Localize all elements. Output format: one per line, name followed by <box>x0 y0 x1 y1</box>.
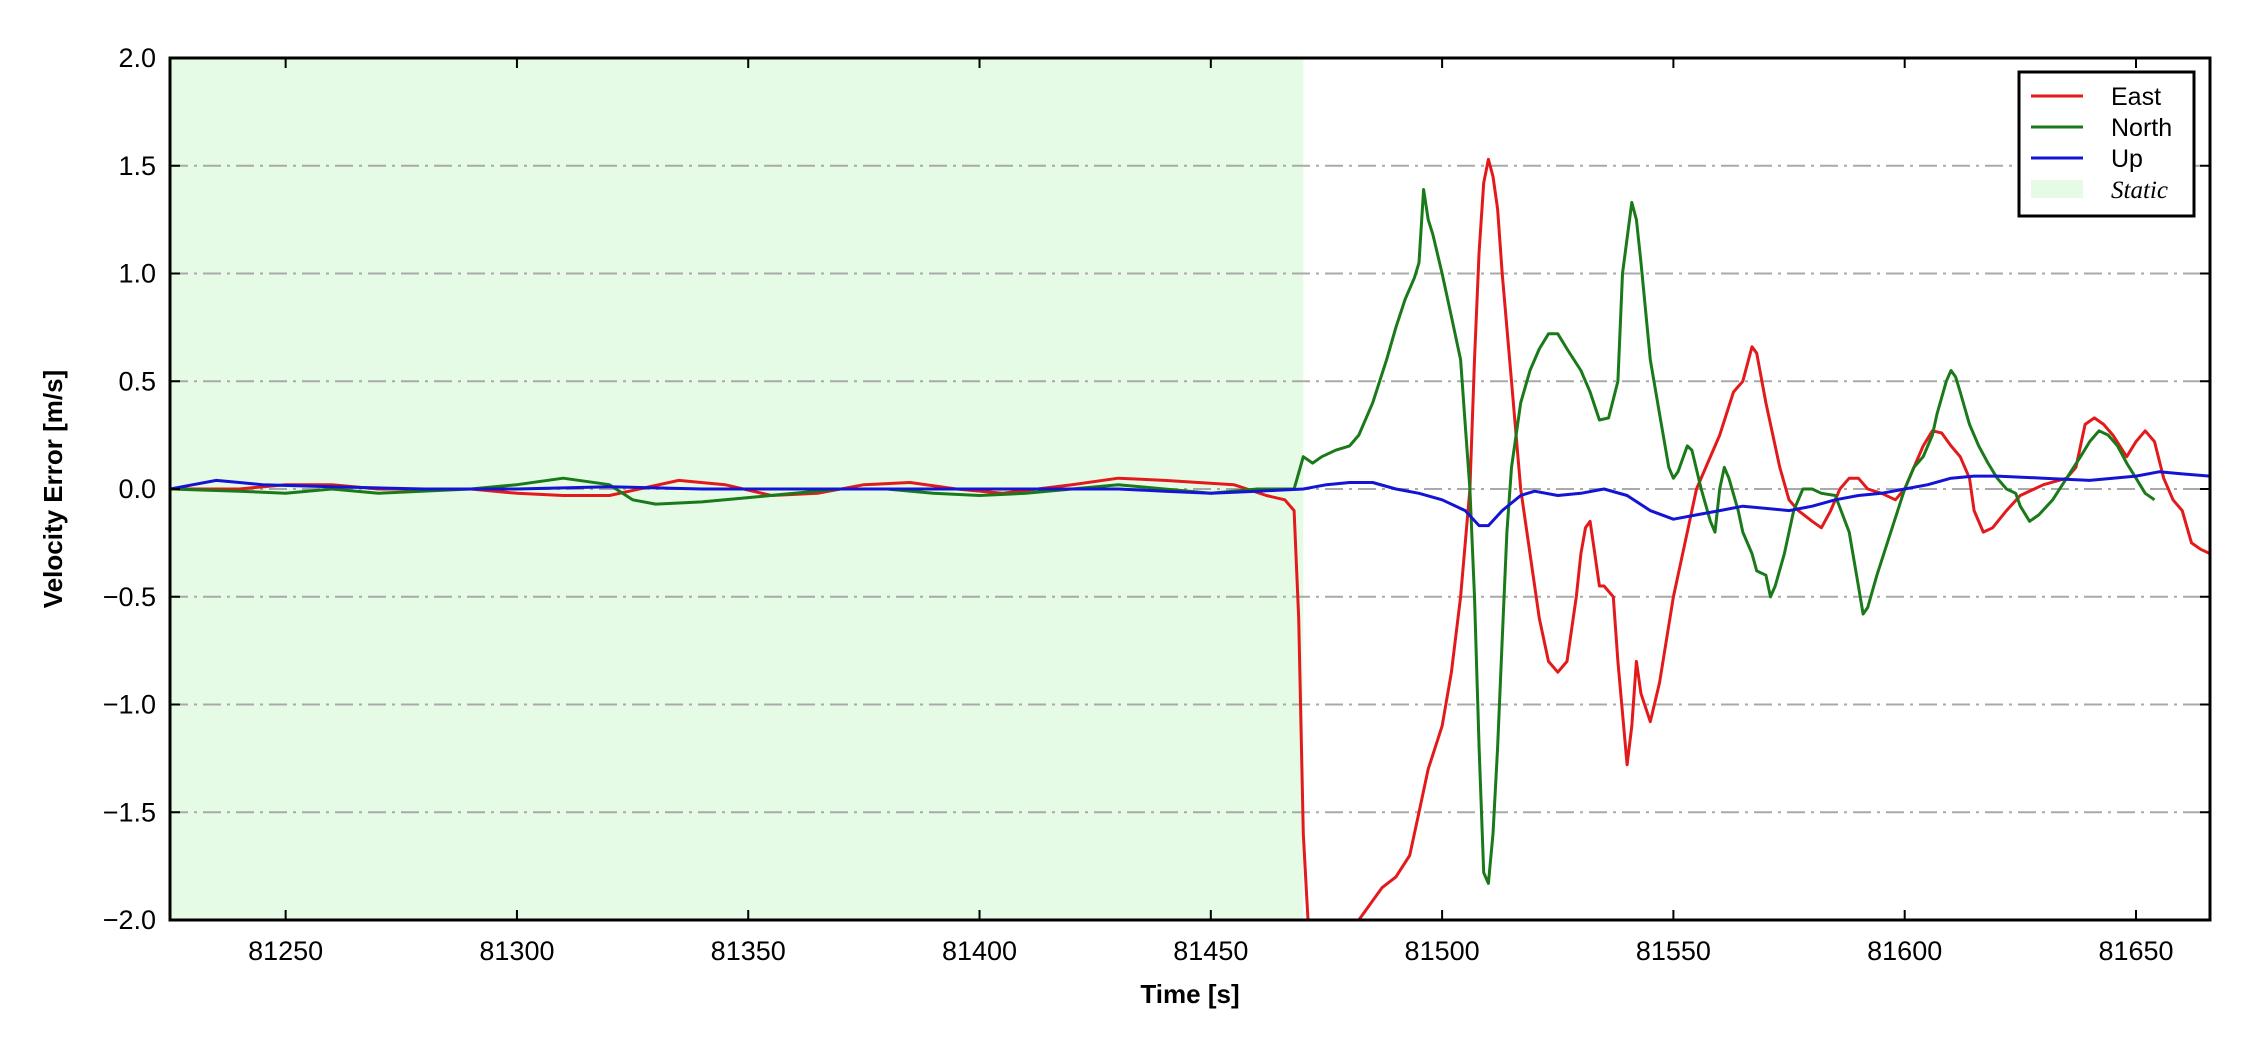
x-tick-label-4: 81450 <box>1173 936 1248 966</box>
y-tick-label-1: −1.5 <box>103 797 156 827</box>
legend-label-north: North <box>2111 114 2172 142</box>
y-axis-title: Velocity Error [m/s] <box>38 370 68 608</box>
legend-label-east: East <box>2111 83 2161 111</box>
x-tick-label-8: 81650 <box>2098 936 2173 966</box>
legend: East North Up Static <box>2017 70 2196 218</box>
x-tick-label-6: 81550 <box>1636 936 1711 966</box>
y-tick-label-5: 0.5 <box>118 366 156 396</box>
series-line-up <box>170 470 2210 528</box>
x-axis-title: Time [s] <box>1140 979 1239 1009</box>
y-tick-label-3: −0.5 <box>103 582 156 612</box>
x-tick-label-5: 81500 <box>1405 936 1480 966</box>
y-tick-label-7: 1.5 <box>118 151 156 181</box>
y-tick-label-4: 0.0 <box>118 474 156 504</box>
legend-swatch-static <box>2031 180 2083 198</box>
series-line-east <box>170 157 2210 920</box>
y-tick-label-0: −2.0 <box>103 905 156 935</box>
x-tick-label-2: 81350 <box>711 936 786 966</box>
x-tick-label-3: 81400 <box>942 936 1017 966</box>
legend-label-up: Up <box>2111 145 2143 173</box>
y-tick-label-6: 1.0 <box>118 259 156 289</box>
series-layer <box>170 157 2210 920</box>
ticks-layer: 81250 81300 81350 81400 81450 81500 81550 81600… <box>103 43 2210 966</box>
y-tick-label-8: 2.0 <box>118 43 156 73</box>
x-tick-label-1: 81300 <box>479 936 554 966</box>
y-tick-label-2: −1.0 <box>103 690 156 720</box>
x-tick-label-0: 81250 <box>248 936 323 966</box>
legend-label-static: Static <box>2111 177 2168 204</box>
x-tick-label-7: 81600 <box>1867 936 1942 966</box>
